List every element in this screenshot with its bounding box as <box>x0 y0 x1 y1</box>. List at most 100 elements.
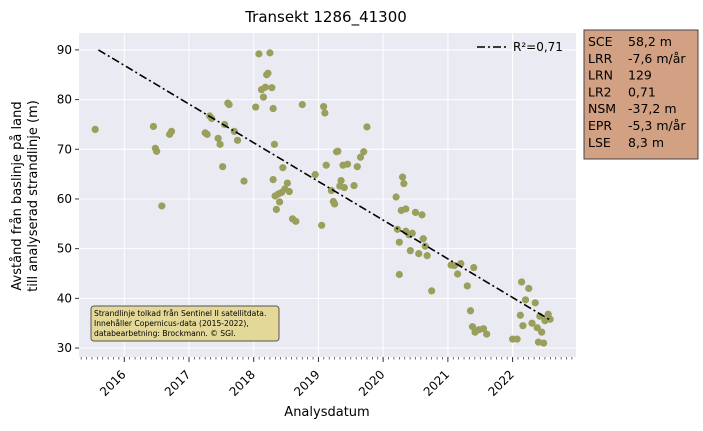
data-point <box>292 217 300 225</box>
y-tick-label: 40 <box>57 291 72 305</box>
y-tick-label: 30 <box>57 341 72 355</box>
data-point <box>268 84 276 92</box>
stat-value-lse: 8,3 m <box>628 135 664 150</box>
x-tick-label: 2019 <box>291 367 322 398</box>
data-point <box>418 211 426 219</box>
data-point <box>453 270 462 278</box>
data-point <box>356 153 365 161</box>
data-point <box>402 205 410 213</box>
y-tick-label: 60 <box>57 192 72 206</box>
data-point <box>519 322 527 330</box>
data-point <box>513 335 521 343</box>
data-point <box>270 140 279 148</box>
data-point <box>337 176 345 185</box>
x-tick-label: 2021 <box>421 367 452 398</box>
data-point <box>516 311 524 319</box>
y-axis-label-line-2: till analyserad strandlinje (m) <box>26 100 41 292</box>
data-point <box>479 325 488 333</box>
data-point <box>285 187 293 196</box>
x-tick-label: 2016 <box>97 367 128 398</box>
data-point <box>153 147 161 155</box>
data-point <box>320 102 328 111</box>
data-point <box>411 208 420 216</box>
note-line-2: Innehåller Copernicus-data (2015-2022), <box>94 319 249 328</box>
data-point <box>428 287 436 295</box>
y-axis-label: Avstånd från baslinje på land till analy… <box>10 100 41 292</box>
data-point <box>321 109 329 117</box>
data-point <box>540 339 548 347</box>
data-point <box>392 193 400 201</box>
data-point <box>363 123 371 131</box>
y-tick-label: 80 <box>57 93 72 107</box>
data-point <box>340 183 348 192</box>
data-point <box>311 171 319 179</box>
data-point <box>269 175 277 184</box>
data-point <box>283 179 291 187</box>
stat-value-epr: -5,3 m/år <box>628 118 686 133</box>
stat-value-lrn: 129 <box>628 68 652 83</box>
data-point <box>395 270 403 279</box>
y-tick-label: 70 <box>57 142 72 156</box>
data-point <box>528 319 536 327</box>
trend-line <box>98 49 552 322</box>
data-point <box>219 163 227 171</box>
y-axis-ticks: 30 40 50 60 70 80 90 <box>57 43 79 355</box>
x-tick-label: 2017 <box>162 367 193 398</box>
x-tick-label: 2020 <box>356 367 387 398</box>
data-point <box>350 181 358 190</box>
data-point <box>398 173 407 181</box>
stat-value-lr2: 0,71 <box>628 84 656 99</box>
data-point <box>266 49 274 57</box>
data-point <box>240 177 248 185</box>
legend: R²=0,71 <box>477 40 563 54</box>
data-point <box>470 263 478 272</box>
stat-key-lrn: LRN <box>588 68 613 83</box>
x-axis-label: Analysdatum <box>284 405 369 420</box>
data-point <box>463 282 471 290</box>
data-point <box>343 160 352 168</box>
note-box <box>90 305 280 342</box>
data-point <box>214 134 222 142</box>
data-point <box>149 122 158 131</box>
data-point <box>538 328 546 336</box>
stat-value-lrr: -7,6 m/år <box>628 51 686 66</box>
data-source-note: Strandlinje tolkad från Sentinel II sate… <box>90 305 280 342</box>
stat-key-lrr: LRR <box>588 51 613 66</box>
data-point <box>264 69 272 77</box>
data-points <box>91 49 554 347</box>
y-axis-label-line-1: Avstånd från baslinje på land <box>10 101 25 290</box>
data-point <box>423 252 431 260</box>
data-point <box>521 296 530 304</box>
data-point <box>327 186 335 195</box>
data-point <box>400 179 408 188</box>
data-point <box>531 299 539 307</box>
y-tick-label: 50 <box>57 242 72 256</box>
plot-area <box>79 33 576 357</box>
data-point <box>415 250 423 258</box>
stat-value-nsm: -37,2 m <box>628 101 677 116</box>
stat-key-sce: SCE <box>588 34 613 49</box>
data-point <box>91 125 99 134</box>
data-point <box>167 127 176 135</box>
data-point <box>546 315 554 323</box>
x-axis-ticks: 2016 2017 2018 2019 2020 2021 2022 <box>80 357 573 399</box>
data-point <box>483 330 491 338</box>
data-point <box>203 130 211 138</box>
data-point <box>158 202 166 210</box>
data-point <box>298 100 306 109</box>
data-point <box>279 164 287 172</box>
statistics-box: SCE 58,2 m LRR -7,6 m/år LRN 129 LR2 0,71 NSM -37… <box>583 29 699 160</box>
data-point <box>259 93 268 101</box>
data-point <box>468 323 477 331</box>
y-tick-label: 90 <box>57 43 72 57</box>
data-point <box>450 261 458 270</box>
data-point <box>255 50 263 58</box>
data-point <box>360 148 368 156</box>
data-point <box>525 284 533 293</box>
statistics-box-bg <box>583 29 699 160</box>
data-point <box>272 205 280 214</box>
data-point <box>408 229 416 237</box>
data-point <box>322 161 330 169</box>
data-point <box>406 247 414 255</box>
data-point <box>353 163 361 171</box>
